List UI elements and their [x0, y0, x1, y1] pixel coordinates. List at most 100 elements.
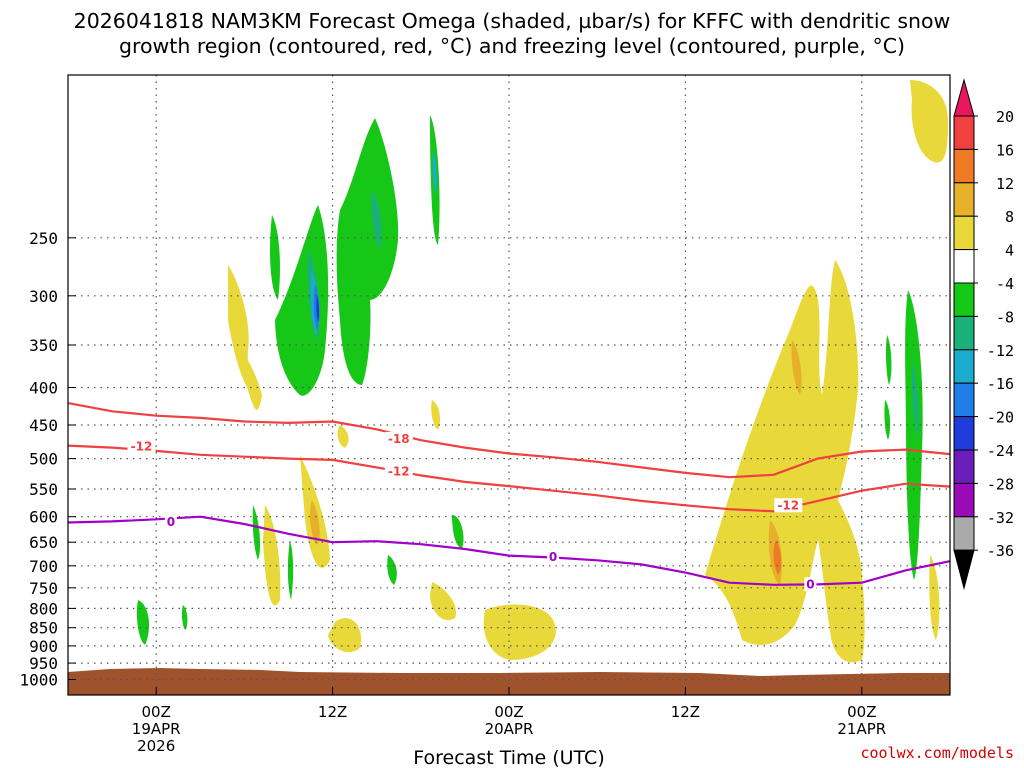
colorbar-swatch	[953, 349, 975, 384]
colorbar-label: 4	[1005, 242, 1014, 260]
x-axis-title: Forecast Time (UTC)	[413, 747, 604, 768]
omega-region	[287, 540, 294, 600]
omega-region	[240, 350, 262, 410]
freezing-level-line	[67, 515, 951, 586]
y-tick-label: 950	[29, 654, 58, 673]
y-tick-label: 900	[29, 637, 58, 656]
colorbar-label: -12	[987, 342, 1014, 360]
contour-label: -12	[777, 498, 799, 512]
plot-area: -18 -12 -12 -12 0 0 0	[67, 74, 951, 696]
omega-region	[309, 500, 320, 545]
colorbar-swatch	[953, 416, 975, 451]
contour-label-bg	[774, 498, 803, 513]
y-tick-label: 400	[29, 379, 58, 398]
y-tick-label: 650	[29, 533, 58, 552]
omega-region	[483, 604, 556, 660]
dgz-contour-line	[67, 402, 951, 479]
x-tick-label: 00Z	[494, 703, 523, 721]
colorbar-swatch	[953, 449, 975, 484]
colorbar-arrow-top	[953, 78, 975, 117]
contour-label: 0	[549, 550, 557, 564]
omega-region	[270, 215, 280, 300]
omega-region	[705, 260, 865, 663]
colorbar-swatch	[953, 315, 975, 351]
omega-region	[336, 118, 399, 385]
colorbar-label: -24	[987, 442, 1014, 460]
colorbar-swatch	[953, 382, 975, 418]
colorbar-swatch	[953, 249, 975, 284]
contour-label: -12	[388, 465, 410, 479]
x-tick-label: 12Z	[318, 703, 347, 721]
omega-region	[275, 205, 329, 396]
y-tick-label: 600	[29, 508, 58, 527]
y-tick-label: 450	[29, 416, 58, 435]
colorbar-label: 20	[996, 108, 1014, 126]
colorbar-label: 8	[1005, 208, 1014, 226]
colorbar-swatch	[953, 148, 975, 184]
omega-region	[430, 582, 457, 621]
colorbar-label: -4	[996, 275, 1014, 293]
omega-region	[929, 555, 940, 640]
colorbar-label: -32	[987, 509, 1014, 527]
colorbar-swatch	[953, 482, 975, 518]
credit-text: coolwx.com/models	[860, 744, 1014, 762]
x-tick-label: 2026	[137, 737, 175, 755]
contour-label-bg	[547, 550, 560, 564]
omega-region	[431, 400, 440, 430]
colorbar-label: -16	[987, 375, 1014, 393]
omega-region	[773, 540, 782, 575]
y-tick-label: 350	[29, 336, 58, 355]
x-tick-label: 00Z	[142, 703, 171, 721]
colorbar-label: -28	[987, 475, 1014, 493]
contour-label-bg	[127, 439, 156, 454]
omega-region	[328, 618, 362, 653]
y-tick-label: 550	[29, 480, 58, 499]
x-tick-label: 12Z	[671, 703, 700, 721]
omega-region	[252, 505, 261, 560]
colorbar-swatch	[953, 516, 975, 551]
omega-region	[905, 290, 923, 580]
omega-region	[316, 295, 320, 322]
colorbar-swatch	[953, 215, 975, 251]
y-tick-label: 750	[29, 579, 58, 598]
omega-region	[884, 400, 891, 440]
x-tick-label: 19APR	[132, 720, 181, 738]
omega-region	[885, 335, 892, 385]
contour-label: 0	[806, 577, 814, 591]
colorbar-label: -36	[987, 542, 1014, 560]
contour-label-bg	[804, 577, 817, 592]
contour-label: -18	[388, 432, 410, 446]
y-tick-label: 300	[29, 287, 58, 306]
omega-region	[136, 600, 150, 645]
omega-region	[911, 360, 919, 440]
contour-label-bg	[384, 431, 413, 446]
contour-label: 0	[167, 515, 175, 529]
colorbar: 20 16 12 8 4 -4 -8 -12 -16 -20 -24 -28 -32 -36	[953, 78, 1014, 591]
y-tick-label: 250	[29, 229, 58, 248]
colorbar-label: 12	[996, 175, 1014, 193]
y-tick-label: 500	[29, 450, 58, 469]
grid	[68, 75, 950, 695]
omega-region	[791, 340, 802, 395]
y-tick-label: 800	[29, 599, 58, 618]
contour-label: -12	[131, 439, 153, 453]
colorbar-arrow-bottom	[953, 549, 975, 591]
y-tick-label: 1000	[19, 671, 58, 690]
omega-shading	[136, 80, 948, 663]
omega-region	[432, 150, 437, 195]
contour-label-bg	[164, 515, 177, 529]
chart-title-line-1: 2026041818 NAM3KM Forecast Omega (shaded…	[74, 9, 951, 33]
ground-terrain	[68, 668, 950, 695]
colorbar-label: -8	[996, 308, 1014, 326]
colorbar-label: -20	[987, 409, 1014, 427]
contour-lines	[67, 402, 951, 586]
colorbar-swatch	[953, 282, 975, 317]
contour-labels: -18 -12 -12 -12 0 0 0	[127, 431, 817, 592]
y-tick-label: 700	[29, 557, 58, 576]
omega-region	[452, 515, 464, 548]
omega-region	[387, 555, 397, 585]
contour-label-bg	[384, 464, 413, 479]
omega-region	[337, 425, 349, 448]
